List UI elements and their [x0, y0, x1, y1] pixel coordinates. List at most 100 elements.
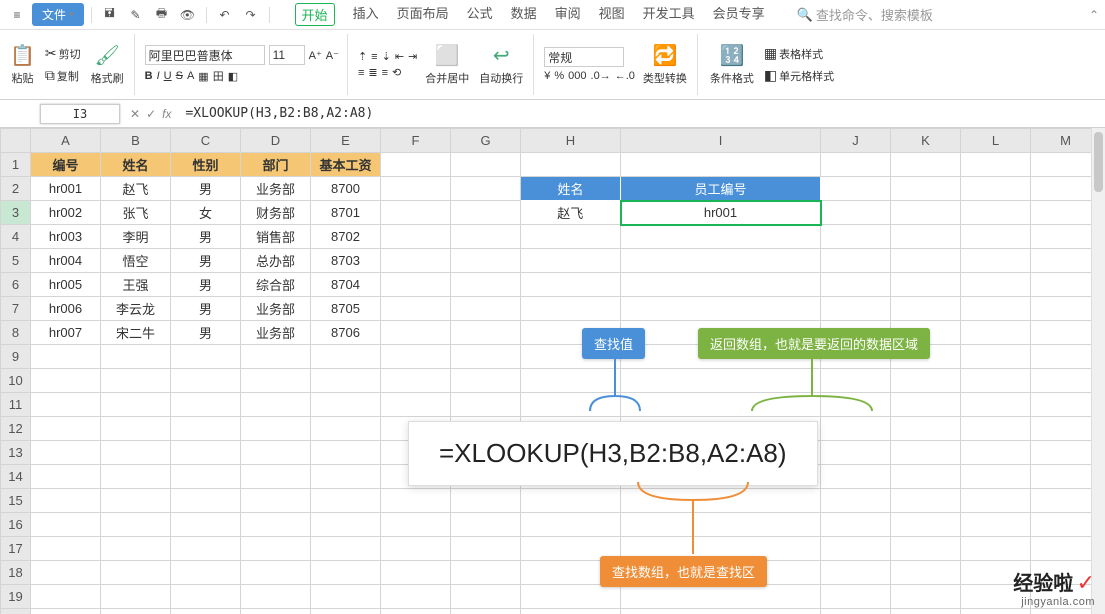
cell-F15[interactable]: [381, 489, 451, 513]
cell-H2[interactable]: 姓名: [521, 177, 621, 201]
cell-K14[interactable]: [891, 465, 961, 489]
cell-E3[interactable]: 8701: [311, 201, 381, 225]
cell-L12[interactable]: [961, 417, 1031, 441]
cell-E2[interactable]: 8700: [311, 177, 381, 201]
cell-B17[interactable]: [101, 537, 171, 561]
cell-A9[interactable]: [31, 345, 101, 369]
cell-M5[interactable]: [1031, 249, 1101, 273]
cancel-icon[interactable]: ✕: [130, 107, 140, 121]
cell-L9[interactable]: [961, 345, 1031, 369]
italic-button[interactable]: I: [157, 70, 160, 82]
name-box[interactable]: I3: [40, 104, 120, 124]
cell-J7[interactable]: [821, 297, 891, 321]
decrease-font-icon[interactable]: A⁻: [326, 49, 339, 62]
file-menu[interactable]: 文件 ▾: [32, 3, 84, 26]
cell-G9[interactable]: [451, 345, 521, 369]
cell-J14[interactable]: [821, 465, 891, 489]
align-center-icon[interactable]: ≣: [368, 66, 377, 79]
row-header-7[interactable]: 7: [1, 297, 31, 321]
cell-B4[interactable]: 李明: [101, 225, 171, 249]
cell-G18[interactable]: [451, 561, 521, 585]
cell-fill-button[interactable]: ◧: [228, 70, 238, 83]
cell-F20[interactable]: [381, 609, 451, 614]
cell-D8[interactable]: 业务部: [241, 321, 311, 345]
row-header-3[interactable]: 3: [1, 201, 31, 225]
increase-font-icon[interactable]: A⁺: [309, 49, 322, 62]
cell-L16[interactable]: [961, 513, 1031, 537]
cell-E16[interactable]: [311, 513, 381, 537]
col-header-K[interactable]: K: [891, 129, 961, 153]
vertical-scrollbar[interactable]: [1091, 128, 1105, 614]
border-button[interactable]: 田: [213, 68, 224, 84]
cell-J18[interactable]: [821, 561, 891, 585]
col-header-B[interactable]: B: [101, 129, 171, 153]
cell-L14[interactable]: [961, 465, 1031, 489]
col-header-I[interactable]: I: [621, 129, 821, 153]
indent-dec-icon[interactable]: ⇤: [395, 50, 404, 63]
comma-icon[interactable]: 000: [568, 70, 586, 82]
cell-J1[interactable]: [821, 153, 891, 177]
cell-M8[interactable]: [1031, 321, 1101, 345]
cell-C9[interactable]: [171, 345, 241, 369]
undo-icon[interactable]: ↶: [214, 4, 236, 26]
cell-D4[interactable]: 销售部: [241, 225, 311, 249]
cell-F2[interactable]: [381, 177, 451, 201]
cell-J15[interactable]: [821, 489, 891, 513]
cell-M17[interactable]: [1031, 537, 1101, 561]
cell-A13[interactable]: [31, 441, 101, 465]
cut-button[interactable]: ✂剪切: [43, 44, 83, 63]
cell-E18[interactable]: [311, 561, 381, 585]
cell-D10[interactable]: [241, 369, 311, 393]
cell-M1[interactable]: [1031, 153, 1101, 177]
cell-M14[interactable]: [1031, 465, 1101, 489]
cell-G7[interactable]: [451, 297, 521, 321]
cell-D19[interactable]: [241, 585, 311, 609]
currency-icon[interactable]: ¥: [544, 70, 550, 82]
row-header-16[interactable]: 16: [1, 513, 31, 537]
search-box[interactable]: 🔍 查找命令、搜索模板: [797, 3, 933, 26]
save-as-icon[interactable]: ✎: [125, 4, 147, 26]
dec-dec-icon[interactable]: ←.0: [615, 70, 635, 82]
cell-G2[interactable]: [451, 177, 521, 201]
font-color-button[interactable]: A: [187, 70, 194, 82]
cell-K18[interactable]: [891, 561, 961, 585]
type-convert-button[interactable]: 🔁 类型转换: [641, 43, 689, 86]
cell-C5[interactable]: 男: [171, 249, 241, 273]
cell-H20[interactable]: [521, 609, 621, 614]
row-header-13[interactable]: 13: [1, 441, 31, 465]
row-header-20[interactable]: 20: [1, 609, 31, 614]
cell-K20[interactable]: [891, 609, 961, 614]
cell-B3[interactable]: 张飞: [101, 201, 171, 225]
cell-I5[interactable]: [621, 249, 821, 273]
row-header-18[interactable]: 18: [1, 561, 31, 585]
cell-E5[interactable]: 8703: [311, 249, 381, 273]
cell-A20[interactable]: [31, 609, 101, 614]
cell-L8[interactable]: [961, 321, 1031, 345]
orient-icon[interactable]: ⟲: [392, 66, 401, 79]
tab-insert[interactable]: 插入: [353, 3, 379, 26]
row-header-6[interactable]: 6: [1, 273, 31, 297]
cell-C18[interactable]: [171, 561, 241, 585]
row-header-5[interactable]: 5: [1, 249, 31, 273]
cell-K2[interactable]: [891, 177, 961, 201]
cell-M11[interactable]: [1031, 393, 1101, 417]
cell-F17[interactable]: [381, 537, 451, 561]
cell-C2[interactable]: 男: [171, 177, 241, 201]
cell-A8[interactable]: hr007: [31, 321, 101, 345]
cell-C12[interactable]: [171, 417, 241, 441]
cell-E20[interactable]: [311, 609, 381, 614]
cell-A16[interactable]: [31, 513, 101, 537]
cell-K7[interactable]: [891, 297, 961, 321]
cell-D11[interactable]: [241, 393, 311, 417]
col-header-H[interactable]: H: [521, 129, 621, 153]
cell-C10[interactable]: [171, 369, 241, 393]
cell-E10[interactable]: [311, 369, 381, 393]
cell-M7[interactable]: [1031, 297, 1101, 321]
tab-data[interactable]: 数据: [511, 3, 537, 26]
tab-member[interactable]: 会员专享: [713, 3, 765, 26]
cell-E14[interactable]: [311, 465, 381, 489]
cell-L5[interactable]: [961, 249, 1031, 273]
cell-H4[interactable]: [521, 225, 621, 249]
cell-I2[interactable]: 员工编号: [621, 177, 821, 201]
cell-B11[interactable]: [101, 393, 171, 417]
